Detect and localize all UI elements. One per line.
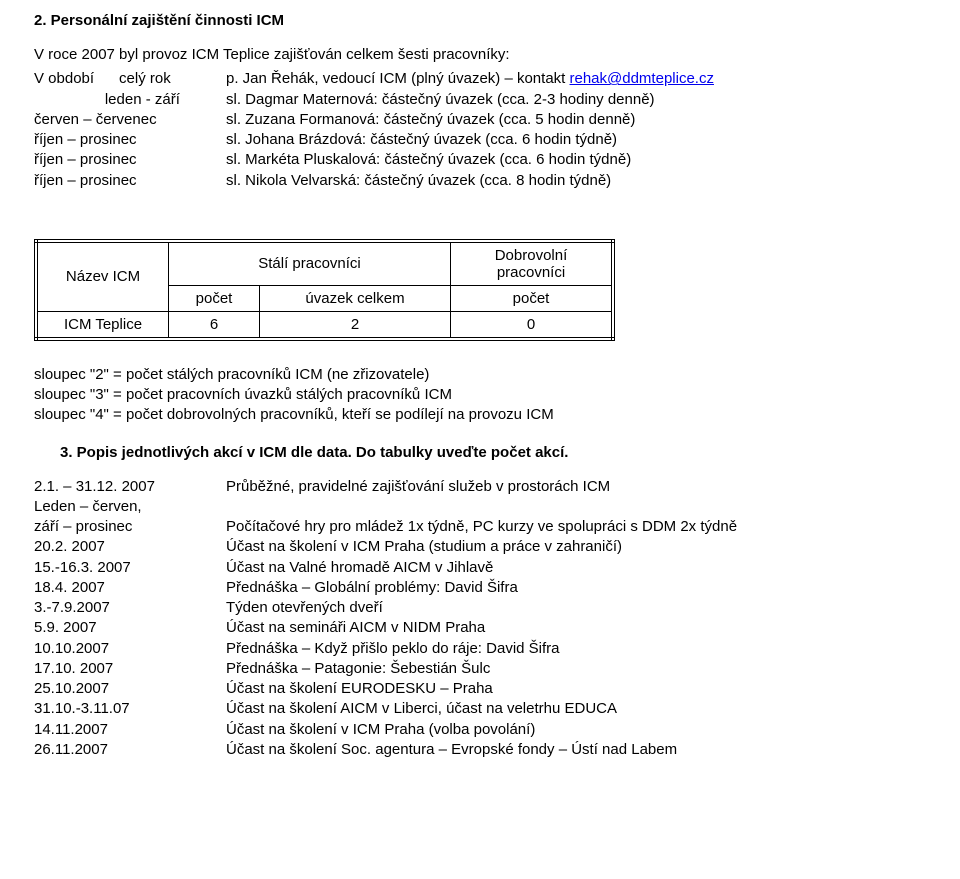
staff-row: říjen – prosinec sl. Johana Brázdová: čá…	[34, 130, 858, 150]
schedule-row: 31.10.-3.11.07Účast na školení AICM v Li…	[34, 699, 858, 719]
sched-date: 26.11.2007	[34, 740, 226, 760]
schedule-row: 3.-7.9.2007Týden otevřených dveří	[34, 598, 858, 618]
section-3-heading: 3. Popis jednotlivých akcí v ICM dle dat…	[60, 444, 858, 461]
note-line: sloupec "3" = počet pracovních úvazků st…	[34, 385, 858, 405]
td-c1: 6	[169, 311, 260, 339]
schedule-row: 20.2. 2007Účast na školení v ICM Praha (…	[34, 537, 858, 557]
sched-text: Účast na školení EURODESKU – Praha	[226, 679, 858, 699]
intro-paragraph: V roce 2007 byl provoz ICM Teplice zajiš…	[34, 45, 858, 65]
sched-date: 2.1. – 31.12. 2007	[34, 477, 226, 497]
sched-date: 5.9. 2007	[34, 618, 226, 638]
schedule-row: 26.11.2007Účast na školení Soc. agentura…	[34, 740, 858, 760]
th-uvazek: úvazek celkem	[260, 285, 451, 311]
sched-text: Účast na školení AICM v Liberci, účast n…	[226, 699, 858, 719]
td-name: ICM Teplice	[36, 311, 169, 339]
th-dobro: Dobrovolní pracovníci	[451, 241, 614, 286]
contact-email-link[interactable]: rehak@ddmteplice.cz	[570, 70, 714, 87]
schedule-row: 17.10. 2007Přednáška – Patagonie: Šebest…	[34, 659, 858, 679]
sched-date: 10.10.2007	[34, 639, 226, 659]
td-c2: 2	[260, 311, 451, 339]
sched-text: Účast na Valné hromadě AICM v Jihlavě	[226, 558, 858, 578]
schedule-list: 2.1. – 31.12. 2007Průběžné, pravidelné z…	[34, 477, 858, 761]
sched-text: Účast na školení v ICM Praha (studium a …	[226, 537, 858, 557]
sched-text	[226, 497, 858, 517]
icm-table: Název ICM Stálí pracovníci Dobrovolní pr…	[34, 239, 615, 341]
note-line: sloupec "2" = počet stálých pracovníků I…	[34, 365, 858, 385]
schedule-row: Leden – červen,	[34, 497, 858, 517]
sched-date: 25.10.2007	[34, 679, 226, 699]
staff-row: říjen – prosinec sl. Nikola Velvarská: č…	[34, 171, 858, 191]
sched-text: Účast na školení v ICM Praha (volba povo…	[226, 720, 858, 740]
schedule-row: 10.10.2007Přednáška – Když přišlo peklo …	[34, 639, 858, 659]
sched-text: Přednáška – Globální problémy: David Šif…	[226, 578, 858, 598]
sched-date: 31.10.-3.11.07	[34, 699, 226, 719]
sched-date: 14.11.2007	[34, 720, 226, 740]
staff-period: říjen – prosinec	[34, 150, 226, 170]
staff-who: sl. Dagmar Maternová: částečný úvazek (c…	[226, 90, 858, 110]
sched-text: Přednáška – Když přišlo peklo do ráje: D…	[226, 639, 858, 659]
staff-who: sl. Markéta Pluskalová: částečný úvazek …	[226, 150, 858, 170]
staff-list: V období celý rok p. Jan Řehák, vedoucí …	[34, 69, 858, 191]
sched-date: 18.4. 2007	[34, 578, 226, 598]
sched-date: 20.2. 2007	[34, 537, 226, 557]
staff-period: říjen – prosinec	[34, 130, 226, 150]
sched-text: Přednáška – Patagonie: Šebestián Šulc	[226, 659, 858, 679]
th-dobro-line2: pracovníci	[497, 264, 565, 281]
sched-text: Počítačové hry pro mládež 1x týdně, PC k…	[226, 517, 858, 537]
staff-who: sl. Johana Brázdová: částečný úvazek (cc…	[226, 130, 858, 150]
schedule-row: 2.1. – 31.12. 2007Průběžné, pravidelné z…	[34, 477, 858, 497]
th-dobro-line1: Dobrovolní	[495, 247, 568, 264]
note-line: sloupec "4" = počet dobrovolných pracovn…	[34, 405, 858, 425]
staff-period: leden - září	[34, 90, 226, 110]
sched-date: září – prosinec	[34, 517, 226, 537]
th-name: Název ICM	[36, 241, 169, 312]
sched-date: 3.-7.9.2007	[34, 598, 226, 618]
staff-row: říjen – prosinec sl. Markéta Pluskalová:…	[34, 150, 858, 170]
page: 2. Personální zajištění činnosti ICM V r…	[0, 0, 892, 780]
sched-text: Účast na semináři AICM v NIDM Praha	[226, 618, 858, 638]
staff-row: leden - září sl. Dagmar Maternová: částe…	[34, 90, 858, 110]
td-c3: 0	[451, 311, 614, 339]
staff-who: sl. Nikola Velvarská: částečný úvazek (c…	[226, 171, 858, 191]
sched-date: 17.10. 2007	[34, 659, 226, 679]
staff-who: p. Jan Řehák, vedoucí ICM (plný úvazek) …	[226, 69, 858, 89]
staff-text: p. Jan Řehák, vedoucí ICM (plný úvazek) …	[226, 70, 570, 87]
sched-date: 15.-16.3. 2007	[34, 558, 226, 578]
staff-period: říjen – prosinec	[34, 171, 226, 191]
schedule-row: 14.11.2007Účast na školení v ICM Praha (…	[34, 720, 858, 740]
sched-text: Průběžné, pravidelné zajišťování služeb …	[226, 477, 858, 497]
schedule-row: září – prosinecPočítačové hry pro mládež…	[34, 517, 858, 537]
staff-row: V období celý rok p. Jan Řehák, vedoucí …	[34, 69, 858, 89]
staff-period: červen – červenec	[34, 110, 226, 130]
th-pocet: počet	[169, 285, 260, 311]
th-stali: Stálí pracovníci	[169, 241, 451, 286]
sched-text: Účast na školení Soc. agentura – Evropsk…	[226, 740, 858, 760]
schedule-row: 18.4. 2007Přednáška – Globální problémy:…	[34, 578, 858, 598]
column-notes: sloupec "2" = počet stálých pracovníků I…	[34, 365, 858, 426]
schedule-row: 25.10.2007Účast na školení EURODESKU – P…	[34, 679, 858, 699]
th-pocet2: počet	[451, 285, 614, 311]
staff-period: V období celý rok	[34, 69, 226, 89]
staff-row: červen – červenec sl. Zuzana Formanová: …	[34, 110, 858, 130]
sched-text: Týden otevřených dveří	[226, 598, 858, 618]
staff-who: sl. Zuzana Formanová: částečný úvazek (c…	[226, 110, 858, 130]
schedule-row: 5.9. 2007Účast na semináři AICM v NIDM P…	[34, 618, 858, 638]
sched-date: Leden – červen,	[34, 497, 226, 517]
schedule-row: 15.-16.3. 2007Účast na Valné hromadě AIC…	[34, 558, 858, 578]
section-2-heading: 2. Personální zajištění činnosti ICM	[34, 12, 858, 29]
